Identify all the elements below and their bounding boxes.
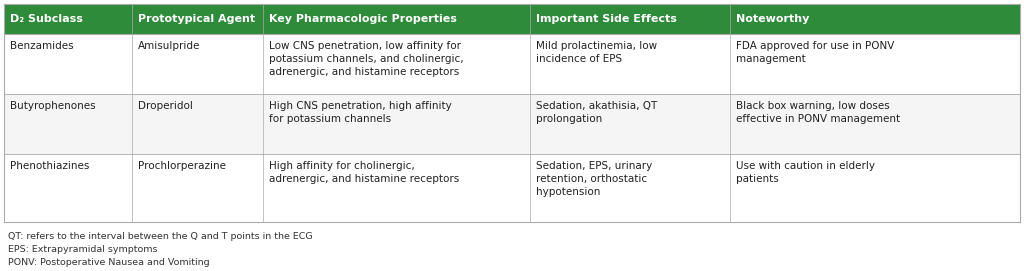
Text: Amisulpride: Amisulpride [138,41,201,51]
Text: Phenothiazines: Phenothiazines [10,161,89,171]
Text: QT: refers to the interval between the Q and T points in the ECG: QT: refers to the interval between the Q… [8,232,312,241]
Text: D₂ Subclass: D₂ Subclass [10,14,83,24]
Text: Sedation, akathisia, QT
prolongation: Sedation, akathisia, QT prolongation [536,101,657,124]
Text: Important Side Effects: Important Side Effects [536,14,677,24]
Bar [4,94,1020,154]
Text: Butyrophenones: Butyrophenones [10,101,95,111]
Text: Black box warning, low doses
effective in PONV management: Black box warning, low doses effective i… [736,101,900,124]
Bar [4,34,1020,94]
Text: Benzamides: Benzamides [10,41,74,51]
Text: Noteworthy: Noteworthy [736,14,809,24]
Text: Prochlorperazine: Prochlorperazine [138,161,226,171]
Bar [4,154,1020,222]
Text: EPS: Extrapyramidal symptoms: EPS: Extrapyramidal symptoms [8,245,158,254]
Text: Key Pharmacologic Properties: Key Pharmacologic Properties [269,14,457,24]
Text: Mild prolactinemia, low
incidence of EPS: Mild prolactinemia, low incidence of EPS [536,41,657,64]
Text: FDA approved for use in PONV
management: FDA approved for use in PONV management [736,41,894,64]
Text: Droperidol: Droperidol [138,101,193,111]
Bar [4,4,1020,34]
Text: High affinity for cholinergic,
adrenergic, and histamine receptors: High affinity for cholinergic, adrenergi… [269,161,459,184]
Text: Low CNS penetration, low affinity for
potassium channels, and cholinergic,
adren: Low CNS penetration, low affinity for po… [269,41,464,78]
Text: Use with caution in elderly
patients: Use with caution in elderly patients [736,161,874,184]
Text: Prototypical Agent: Prototypical Agent [138,14,255,24]
Text: Sedation, EPS, urinary
retention, orthostatic
hypotension: Sedation, EPS, urinary retention, orthos… [536,161,652,197]
Text: High CNS penetration, high affinity
for potassium channels: High CNS penetration, high affinity for … [269,101,452,124]
Text: PONV: Postoperative Nausea and Vomiting: PONV: Postoperative Nausea and Vomiting [8,258,210,267]
